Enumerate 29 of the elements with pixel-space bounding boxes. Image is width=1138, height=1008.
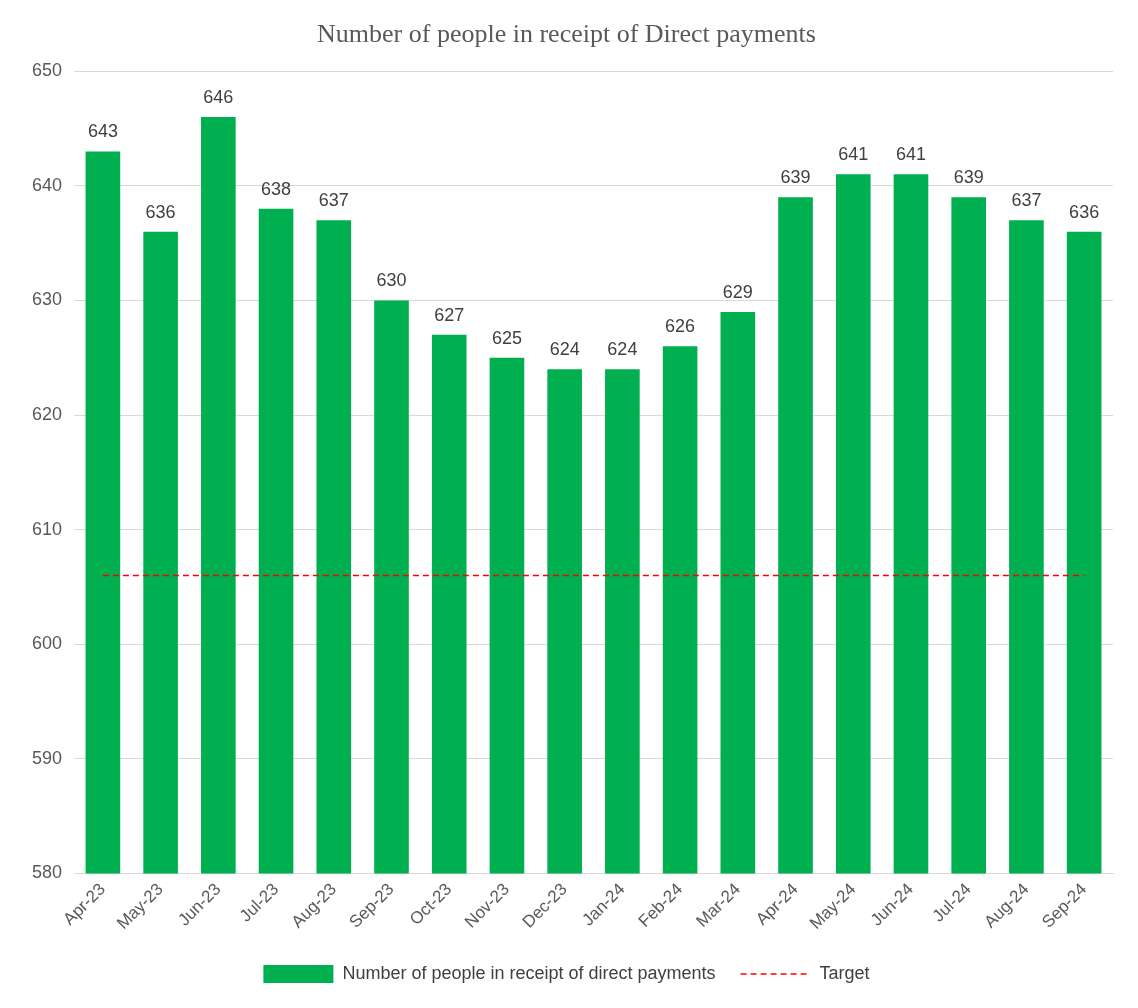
chart-title: Number of people in receipt of Direct payments <box>317 19 816 49</box>
data-label: 636 <box>1069 201 1100 222</box>
data-label: 630 <box>376 270 407 291</box>
data-label: 637 <box>318 190 349 211</box>
data-label: 636 <box>145 201 176 222</box>
data-label: 627 <box>434 304 465 325</box>
data-label: 639 <box>780 167 811 188</box>
data-label: 638 <box>261 178 292 199</box>
data-label: 646 <box>203 87 234 108</box>
data-label: 624 <box>549 339 580 360</box>
legend-label: Target <box>819 962 870 983</box>
data-label: 637 <box>1011 190 1042 211</box>
y-tick-label: 640 <box>31 174 63 195</box>
data-label: 639 <box>953 167 984 188</box>
y-tick-label: 630 <box>31 289 63 310</box>
data-label: 625 <box>491 327 522 348</box>
y-tick-label: 590 <box>31 747 63 768</box>
data-label: 641 <box>838 144 869 165</box>
y-tick-label: 610 <box>31 518 63 539</box>
y-tick-label: 600 <box>31 633 63 654</box>
y-tick-label: 650 <box>31 60 63 81</box>
data-label: 629 <box>722 281 753 302</box>
data-label: 626 <box>665 316 696 337</box>
y-tick-label: 620 <box>31 404 63 425</box>
data-label: 641 <box>895 144 926 165</box>
data-label: 643 <box>87 121 118 142</box>
y-tick-label: 580 <box>31 862 63 883</box>
data-label: 624 <box>607 339 638 360</box>
legend-label: Number of people in receipt of direct payments <box>342 962 716 983</box>
